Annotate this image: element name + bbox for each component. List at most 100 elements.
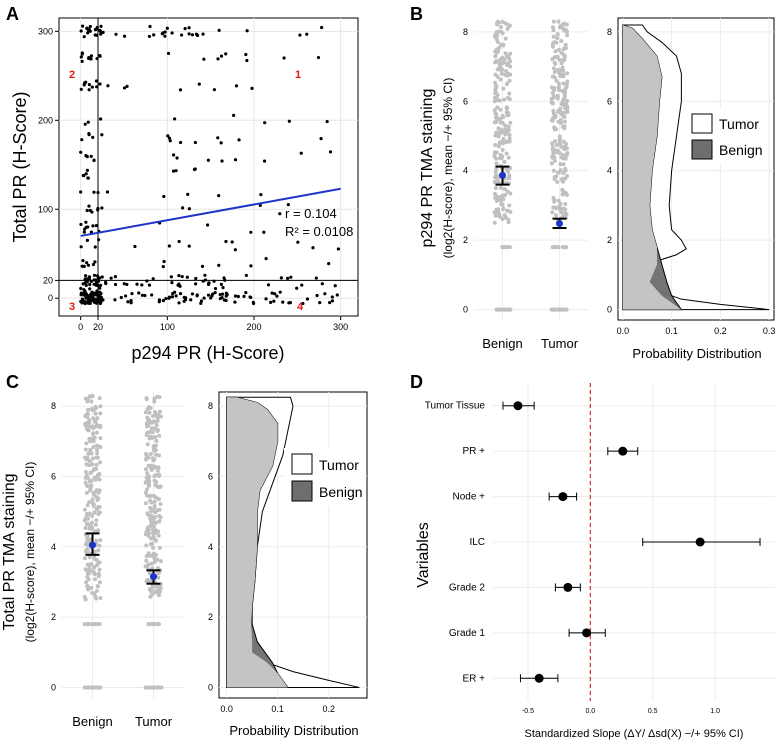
a-point xyxy=(85,155,89,159)
c-point xyxy=(147,587,152,592)
b-point xyxy=(561,214,566,219)
c-point xyxy=(157,507,162,512)
a-point xyxy=(187,244,191,248)
b-point xyxy=(561,245,566,250)
a-point xyxy=(92,158,96,163)
b-point xyxy=(492,210,497,215)
a-point xyxy=(262,159,267,163)
a-point xyxy=(183,26,187,31)
a-point xyxy=(170,295,174,299)
a-point xyxy=(298,33,302,37)
b-point xyxy=(498,29,503,34)
b-point xyxy=(561,81,566,86)
b-point xyxy=(556,307,561,312)
panel-a-r2-value: R² = 0.0108 xyxy=(285,224,353,239)
c-point xyxy=(153,552,158,557)
c-point xyxy=(97,396,102,401)
a-tick-label-x: 20 xyxy=(93,322,103,332)
c-point xyxy=(150,430,155,435)
c-point xyxy=(146,553,151,558)
cd-tick-label-x: 0.2 xyxy=(322,704,335,714)
a-point xyxy=(89,54,94,58)
c-point xyxy=(94,430,99,435)
b-point xyxy=(493,142,498,147)
a-point xyxy=(177,301,181,305)
panel-c-y-label: Total PR TMA staining xyxy=(1,473,18,630)
d-estimate-point xyxy=(582,628,592,638)
a-point xyxy=(178,291,183,296)
b-point xyxy=(503,69,508,74)
b-point xyxy=(493,32,498,37)
a-point xyxy=(84,80,88,84)
panel-b-density: 0.0 0.1 0.2 0.3 0 2 4 6 8 Probability Distributi… xyxy=(607,17,775,361)
a-point xyxy=(281,300,285,304)
b-point xyxy=(499,155,504,160)
a-point xyxy=(79,190,83,194)
c-point xyxy=(85,521,90,526)
b-point xyxy=(550,41,555,46)
c-point xyxy=(88,393,93,398)
a-point xyxy=(287,119,291,123)
b-point xyxy=(550,142,555,147)
a-point xyxy=(99,32,103,36)
a-tick-label-x: 300 xyxy=(333,322,348,332)
b-point xyxy=(493,195,498,200)
c-point xyxy=(96,512,101,517)
b-point xyxy=(561,74,566,79)
b-point xyxy=(561,206,566,211)
b-point xyxy=(552,88,557,93)
a-point xyxy=(336,247,340,251)
a-point xyxy=(224,291,229,295)
a-tick-label-y: 100 xyxy=(38,204,53,214)
b-point xyxy=(559,50,564,55)
a-point xyxy=(92,273,97,277)
cd-tick-label-y: 8 xyxy=(208,401,213,411)
a-point xyxy=(151,277,155,281)
c-point xyxy=(83,480,88,485)
a-point xyxy=(206,282,211,287)
a-point xyxy=(81,259,85,263)
c-point xyxy=(150,685,155,690)
a-point xyxy=(209,296,213,300)
c-point xyxy=(158,559,163,564)
b-point xyxy=(501,137,506,142)
a-point xyxy=(93,245,97,249)
a-point xyxy=(301,301,305,306)
a-point xyxy=(88,282,92,287)
quadrant-label-4: 4 xyxy=(297,301,304,313)
c-point xyxy=(149,622,154,627)
a-point xyxy=(190,292,195,296)
c-point xyxy=(146,512,151,517)
a-point xyxy=(98,286,102,290)
legend-swatch-tumor-c xyxy=(291,453,313,475)
a-point xyxy=(133,244,137,249)
c-point xyxy=(95,498,100,503)
c-point xyxy=(83,685,88,690)
c-point xyxy=(86,577,91,582)
b-point xyxy=(554,142,559,147)
b-point xyxy=(551,168,556,173)
a-point xyxy=(94,224,98,228)
b-point xyxy=(505,110,510,115)
c-point xyxy=(86,516,91,521)
a-point xyxy=(87,131,91,136)
c-point xyxy=(86,622,91,627)
c-point xyxy=(148,505,153,510)
b-point xyxy=(506,220,511,225)
a-point xyxy=(189,298,193,302)
a-point xyxy=(86,176,90,180)
c-point xyxy=(152,448,157,453)
a-point xyxy=(220,296,224,300)
c-point xyxy=(82,518,87,523)
c-point xyxy=(154,452,159,457)
a-point xyxy=(319,137,323,141)
legend-swatch-benign xyxy=(691,139,713,160)
d-category-label: PR + xyxy=(462,446,485,457)
b-mean-point xyxy=(499,171,506,179)
b-point xyxy=(553,61,558,66)
b-point xyxy=(494,166,499,171)
a-point xyxy=(314,276,318,280)
panel-c-y-sublabel: (log2(H-score), mean −/+ 95% CI) xyxy=(23,462,37,643)
a-point xyxy=(162,194,166,199)
